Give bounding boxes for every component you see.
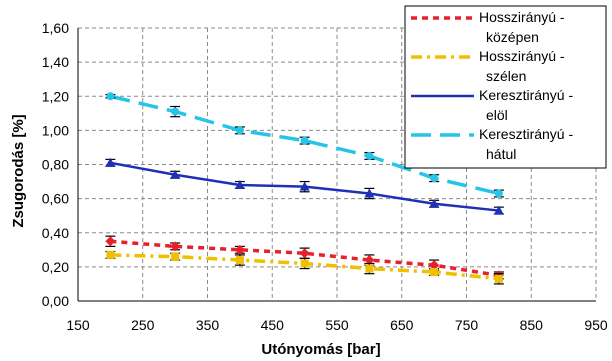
data-point bbox=[235, 256, 244, 265]
data-point bbox=[364, 188, 375, 198]
data-point bbox=[364, 255, 375, 266]
data-point bbox=[494, 189, 503, 198]
legend-label: Hosszirányú - bbox=[479, 9, 565, 25]
legend-label: szélen bbox=[486, 68, 526, 84]
y-tick-label: 1,20 bbox=[42, 88, 69, 104]
series-layer bbox=[105, 92, 504, 285]
legend-label: középen bbox=[486, 29, 539, 45]
data-point bbox=[171, 107, 180, 116]
data-point bbox=[106, 250, 115, 259]
data-point bbox=[430, 267, 439, 276]
legend-label: Hosszirányú - bbox=[479, 48, 565, 64]
data-point bbox=[365, 151, 374, 160]
x-tick-label: 950 bbox=[584, 317, 608, 333]
x-tick-label: 750 bbox=[455, 317, 479, 333]
data-point bbox=[494, 274, 503, 283]
data-point bbox=[171, 252, 180, 261]
data-point bbox=[170, 241, 181, 252]
x-tick-label: 550 bbox=[325, 317, 349, 333]
series-3 bbox=[105, 157, 504, 215]
data-point bbox=[299, 248, 310, 259]
data-point bbox=[299, 181, 310, 191]
x-tick-label: 150 bbox=[66, 317, 90, 333]
data-point bbox=[493, 205, 504, 215]
y-tick-label: 0,00 bbox=[42, 293, 69, 309]
data-point bbox=[300, 259, 309, 268]
data-point bbox=[365, 264, 374, 273]
y-tick-label: 1,60 bbox=[42, 20, 69, 36]
legend-label: Keresztirányú - bbox=[479, 126, 573, 142]
x-tick-label: 350 bbox=[196, 317, 220, 333]
data-point bbox=[106, 92, 115, 101]
x-tick-label: 250 bbox=[131, 317, 155, 333]
y-axis-ticks: 0,00 0,20 0,40 0,60 0,80 1,00 1,20 1,40 1,60 bbox=[42, 20, 69, 309]
series-2 bbox=[105, 250, 504, 285]
legend: Hosszirányú - középen Hosszirányú - szélen K… bbox=[404, 5, 607, 169]
data-point bbox=[235, 126, 244, 135]
data-point bbox=[105, 157, 116, 167]
y-tick-label: 0,60 bbox=[42, 191, 69, 207]
legend-box bbox=[404, 5, 607, 169]
y-tick-label: 1,40 bbox=[42, 54, 69, 70]
y-tick-label: 0,20 bbox=[42, 259, 69, 275]
x-axis-ticks: 150 250 350 450 550 650 750 850 950 bbox=[66, 317, 608, 333]
data-point bbox=[234, 244, 245, 255]
legend-label: elöl bbox=[486, 107, 508, 123]
data-point bbox=[234, 179, 245, 189]
data-point bbox=[430, 174, 439, 183]
grid bbox=[77, 27, 597, 302]
x-tick-label: 850 bbox=[520, 317, 544, 333]
y-axis-title: Zsugorodás [%] bbox=[10, 114, 27, 227]
legend-label: hátul bbox=[486, 146, 516, 162]
x-tick-label: 650 bbox=[390, 317, 414, 333]
data-point bbox=[300, 136, 309, 145]
data-point bbox=[429, 198, 440, 208]
legend-label: Keresztirányú - bbox=[479, 87, 573, 103]
x-tick-label: 450 bbox=[261, 317, 285, 333]
series-4 bbox=[105, 92, 504, 198]
data-point bbox=[170, 169, 181, 179]
x-axis-title: Utónyomás [bar] bbox=[261, 341, 380, 358]
data-point bbox=[105, 236, 116, 247]
y-tick-label: 0,80 bbox=[42, 157, 69, 173]
data-point bbox=[429, 260, 440, 271]
y-tick-label: 1,00 bbox=[42, 122, 69, 138]
y-tick-label: 0,40 bbox=[42, 225, 69, 241]
